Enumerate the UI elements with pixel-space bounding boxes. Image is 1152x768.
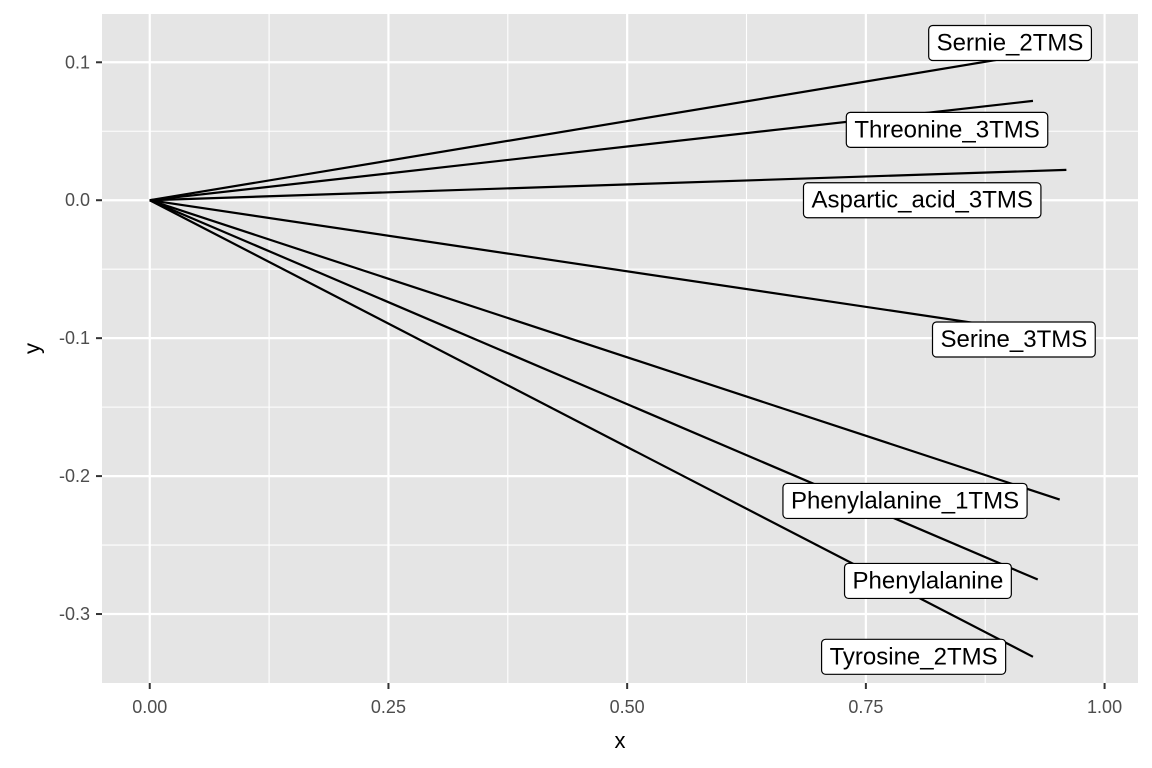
series-label: Threonine_3TMS xyxy=(845,111,1049,148)
x-tick-label: 0.75 xyxy=(848,697,883,717)
series-label: Serine_3TMS xyxy=(931,321,1096,358)
series-label-box xyxy=(782,482,1028,520)
series-label-text: Sernie_2TMS xyxy=(937,29,1084,56)
series-label: Phenylalanine_1TMS xyxy=(782,482,1028,520)
series-label-text: Serine_3TMS xyxy=(941,326,1088,353)
series-label-box xyxy=(843,562,1012,600)
series-line xyxy=(149,199,1061,501)
series-label-text: Aspartic_acid_3TMS xyxy=(811,187,1032,214)
series-label-text: Phenylalanine_1TMS xyxy=(791,487,1019,514)
series-line xyxy=(149,168,1067,202)
series-label-text: Threonine_3TMS xyxy=(854,116,1039,143)
series-label: Tyrosine_2TMS xyxy=(820,638,1007,675)
series-label-box xyxy=(845,111,1049,148)
y-tick-label: 0.1 xyxy=(65,52,90,72)
x-tick-label: 0.50 xyxy=(610,697,645,717)
x-tick-label: 0.00 xyxy=(132,697,167,717)
series-label-box xyxy=(820,638,1007,675)
series-line xyxy=(149,43,1091,202)
major-gridlines xyxy=(102,14,1138,683)
x-axis: 0.00 0.25 0.50 0.75 1.00 xyxy=(132,683,1122,717)
series-label: Phenylalanine xyxy=(843,562,1012,600)
y-axis-title: y xyxy=(20,343,45,354)
series-label-box xyxy=(931,321,1096,358)
y-tick-label: -0.2 xyxy=(59,466,90,486)
x-axis-title: x xyxy=(615,728,626,753)
series-label: Sernie_2TMS xyxy=(928,24,1093,62)
y-tick-label: -0.3 xyxy=(59,604,90,624)
x-tick-label: 1.00 xyxy=(1087,697,1122,717)
series-line xyxy=(149,199,1086,341)
y-tick-label: 0.0 xyxy=(65,190,90,210)
series-label-text: Phenylalanine xyxy=(853,567,1004,594)
series-label: Aspartic_acid_3TMS xyxy=(802,182,1042,219)
series-labels: Sernie_2TMS Threonine_3TMS Aspartic_acid_3… xyxy=(782,24,1096,675)
y-tick-label: -0.1 xyxy=(59,328,90,348)
series-label-box xyxy=(928,24,1093,62)
series-label-text: Tyrosine_2TMS xyxy=(830,643,998,670)
series-label-box xyxy=(802,182,1042,219)
x-tick-label: 0.25 xyxy=(371,697,406,717)
y-axis: -0.3 -0.2 -0.1 0.0 0.1 xyxy=(59,52,102,624)
